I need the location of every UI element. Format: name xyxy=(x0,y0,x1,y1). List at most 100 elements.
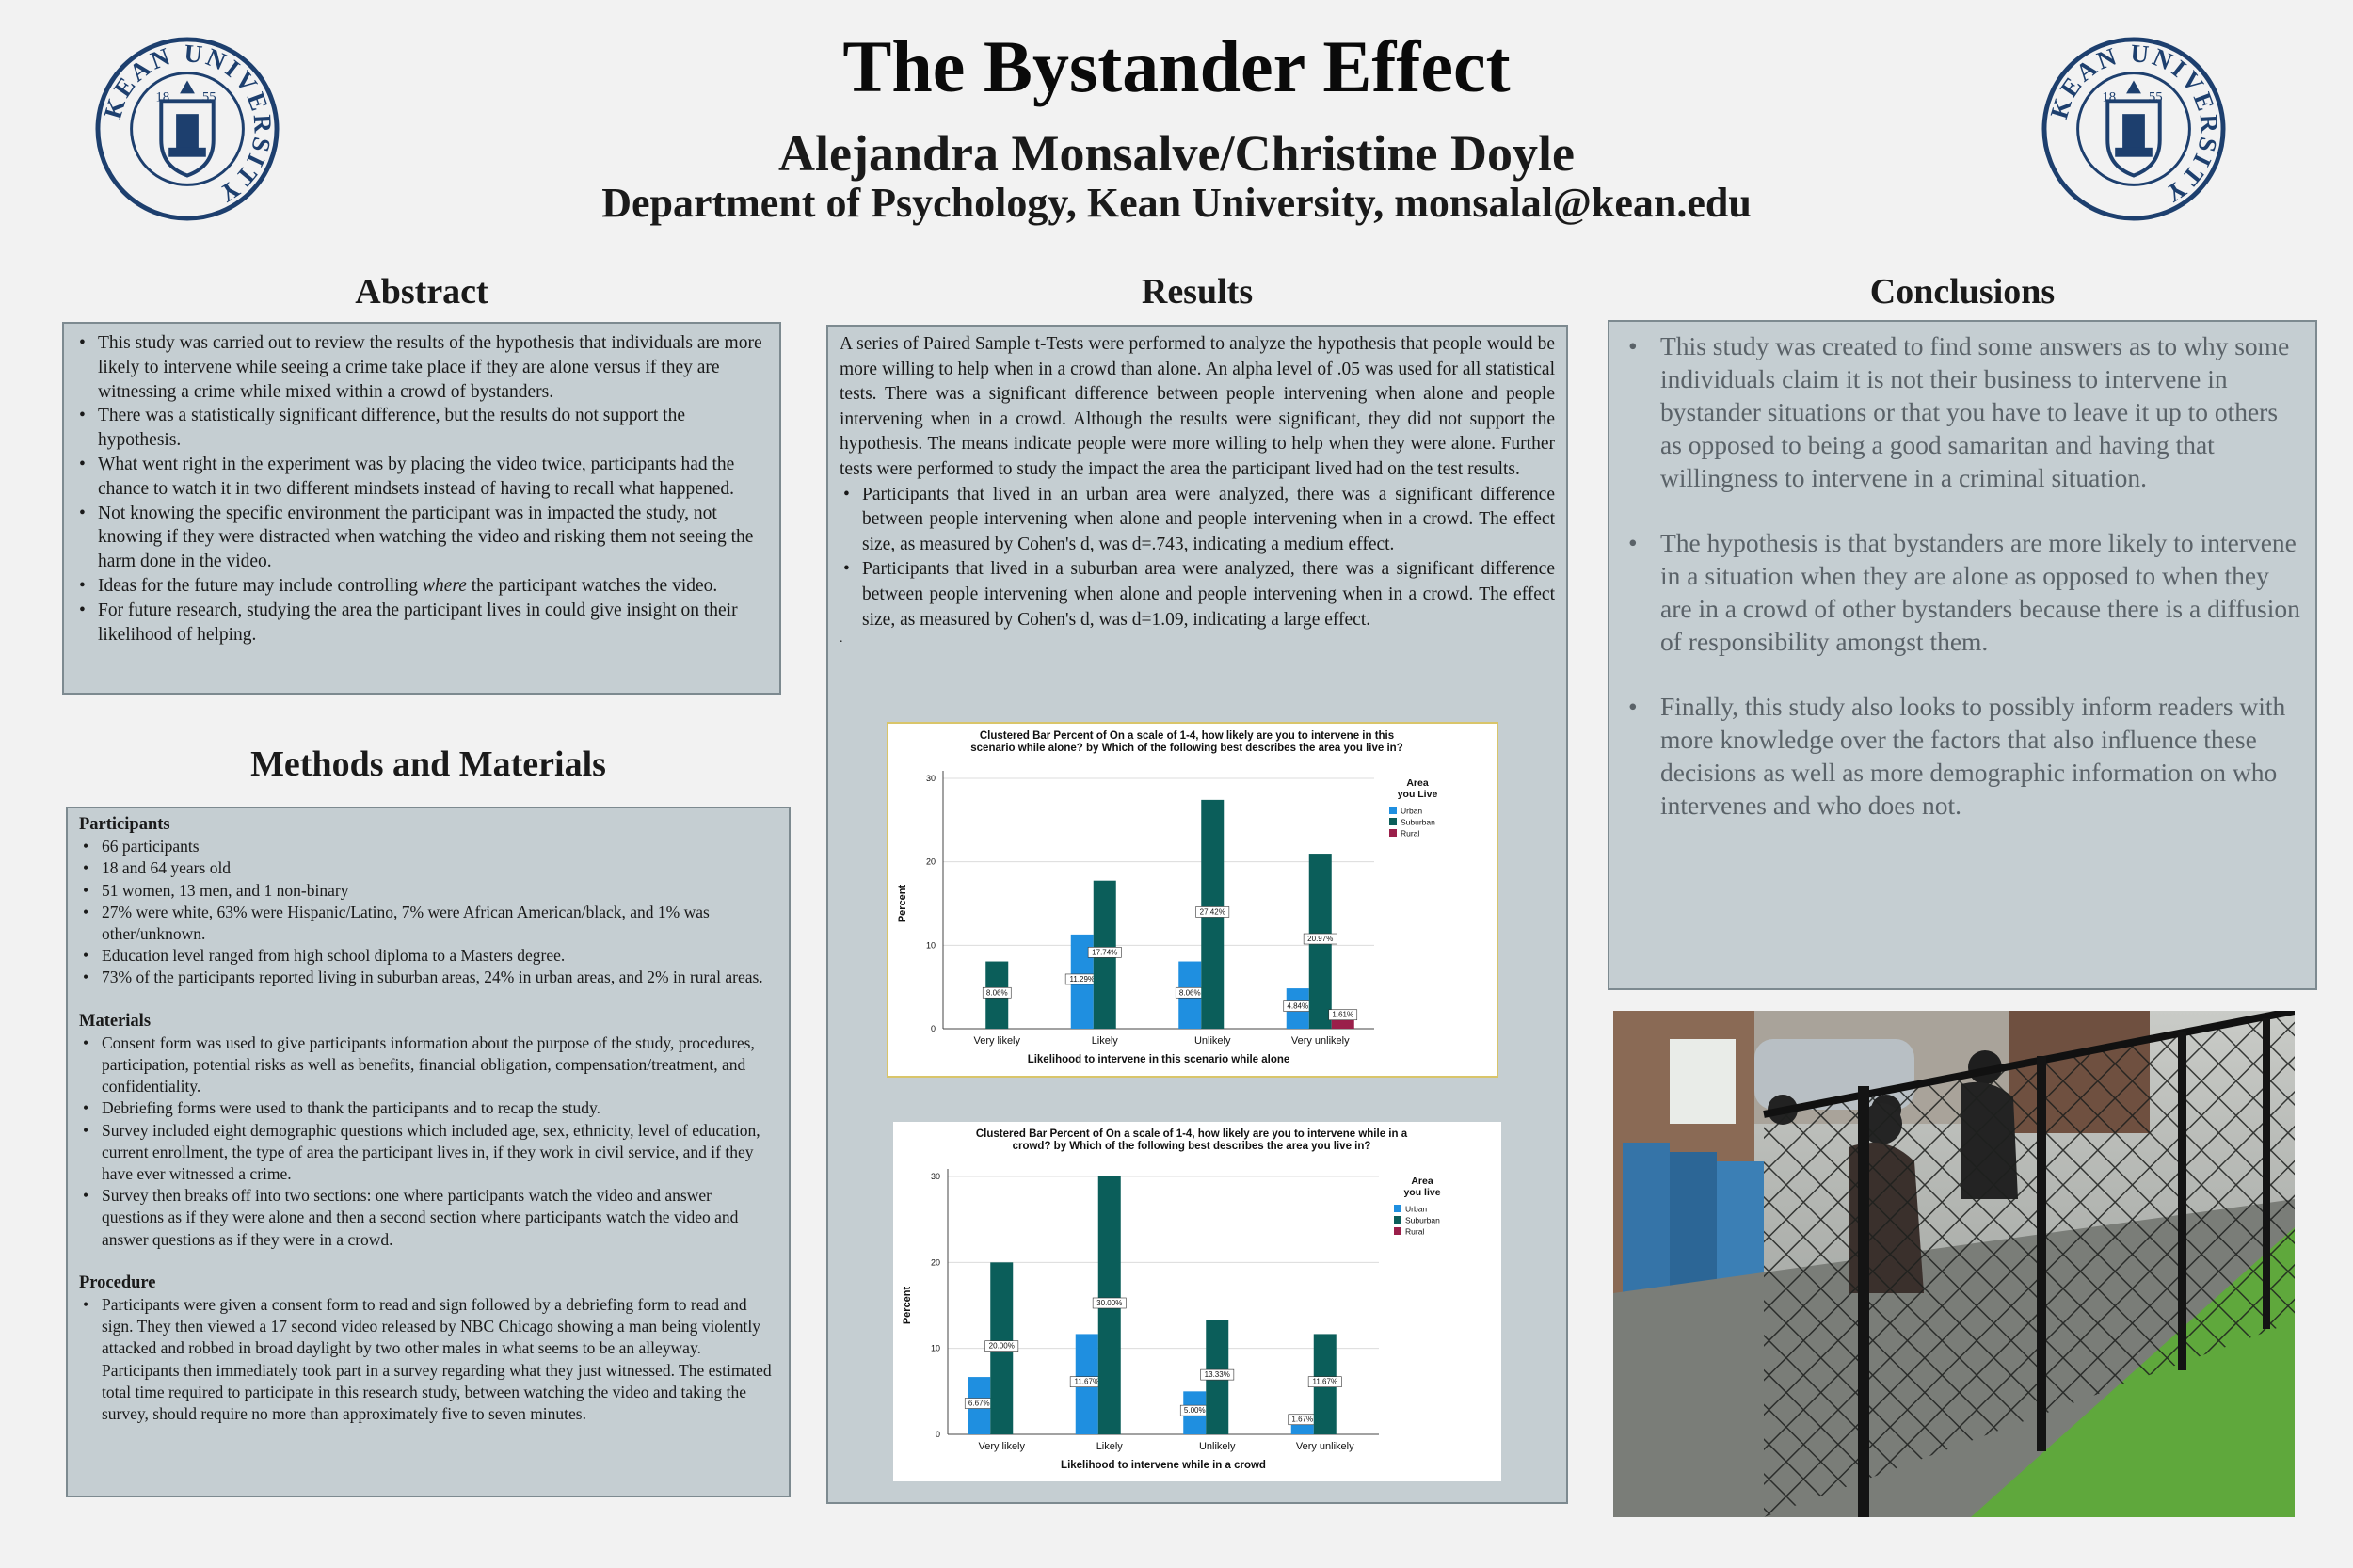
list-item: 18 and 64 years old xyxy=(79,857,777,879)
list-item: Participants that lived in an urban area… xyxy=(840,483,1555,558)
list-item: Education level ranged from high school … xyxy=(79,945,777,967)
list-item: Survey then breaks off into two sections… xyxy=(79,1185,777,1251)
materials-heading: Materials xyxy=(79,1011,152,1031)
list-item: There was a statistically significant di… xyxy=(75,404,766,453)
participants-heading: Participants xyxy=(79,815,170,834)
legend-swatch-urban xyxy=(1394,1205,1401,1212)
kean-seal-icon: KEAN UNIVERSITY 18 55 xyxy=(2041,37,2226,221)
conclusions-panel: This study was created to find some answ… xyxy=(1608,320,2317,990)
data-label: 4.84% xyxy=(1287,1002,1308,1011)
data-label: 27.42% xyxy=(1200,907,1225,916)
x-axis-label: Likelihood to intervene while in a crowd xyxy=(1061,1460,1266,1471)
data-label: 5.00% xyxy=(1184,1406,1206,1415)
data-label-box xyxy=(1307,1376,1342,1388)
data-label: 13.33% xyxy=(1205,1370,1230,1379)
x-tick-label: Likely xyxy=(1092,1035,1119,1047)
x-tick-label: Very unlikely xyxy=(1296,1441,1354,1452)
legend-label-urban: Urban xyxy=(1405,1205,1427,1214)
data-label: 8.06% xyxy=(986,988,1008,997)
legend-swatch-rural xyxy=(1394,1227,1401,1235)
chart-alone: Clustered Bar Percent of On a scale of 1… xyxy=(887,722,1498,1078)
results-list: Participants that lived in an urban area… xyxy=(840,483,1555,633)
legend-swatch-urban xyxy=(1389,807,1397,814)
data-label: 17.74% xyxy=(1092,948,1117,956)
participants-list: 66 participants 18 and 64 years old 51 w… xyxy=(79,836,777,989)
results-intro: A series of Paired Sample t-Tests were p… xyxy=(840,334,1555,479)
methods-heading: Methods and Materials xyxy=(250,744,606,784)
security-camera-still-icon xyxy=(1613,1011,2295,1517)
data-label-box xyxy=(984,1340,1019,1352)
data-label: 20.00% xyxy=(989,1342,1015,1351)
x-tick-label: Unlikely xyxy=(1199,1441,1236,1452)
chart-crowd: Clustered Bar Percent of On a scale of 1… xyxy=(893,1122,1501,1481)
kean-seal-icon: KEAN UNIVERSITY 18 55 xyxy=(95,37,280,221)
list-item: Survey included eight demographic questi… xyxy=(79,1120,777,1186)
data-label-box xyxy=(1200,1368,1235,1381)
procedure-heading: Procedure xyxy=(79,1272,156,1292)
y-axis-label: Percent xyxy=(902,1286,913,1324)
legend-label-suburban: Suburban xyxy=(1405,1216,1440,1225)
y-tick-label: 10 xyxy=(926,940,936,950)
legend-title: Area xyxy=(1406,777,1429,789)
legend-swatch-suburban xyxy=(1389,818,1397,825)
data-label-box xyxy=(1092,1297,1127,1309)
svg-text:55: 55 xyxy=(202,89,216,104)
data-label: 1.67% xyxy=(1291,1416,1313,1424)
video-still-photo xyxy=(1613,1011,2295,1517)
abstract-list: This study was carried out to review the… xyxy=(75,331,766,647)
list-item: What went right in the experiment was by… xyxy=(75,453,766,502)
materials-list: Consent form was used to give participan… xyxy=(79,1032,777,1251)
data-label: 11.29% xyxy=(1069,975,1095,984)
kean-university-logo-left: KEAN UNIVERSITY 18 55 xyxy=(94,36,280,222)
list-item: 66 participants xyxy=(79,836,777,857)
data-label: 11.67% xyxy=(1312,1378,1337,1386)
list-item: This study was carried out to review the… xyxy=(75,331,766,404)
y-tick-label: 20 xyxy=(926,857,936,867)
legend-swatch-suburban xyxy=(1394,1216,1401,1224)
poster-title: The Bystander Effect xyxy=(842,25,1511,107)
svg-text:18: 18 xyxy=(155,89,169,104)
legend-label-suburban: Suburban xyxy=(1401,818,1435,827)
list-item: Consent form was used to give participan… xyxy=(79,1032,777,1098)
chart-title: Clustered Bar Percent of On a scale of 1… xyxy=(980,730,1394,742)
conclusions-heading: Conclusions xyxy=(1869,272,2056,312)
data-label: 8.06% xyxy=(1179,988,1201,997)
legend-label-rural: Rural xyxy=(1405,1227,1424,1237)
legend-title: you live xyxy=(1403,1187,1440,1198)
y-tick-label: 0 xyxy=(931,1024,936,1033)
svg-text:55: 55 xyxy=(2149,89,2163,104)
list-item: 73% of the participants reported living … xyxy=(79,967,777,988)
y-tick-label: 30 xyxy=(926,774,936,783)
data-label: 30.00% xyxy=(1096,1299,1122,1307)
y-tick-label: 20 xyxy=(931,1257,940,1267)
data-label-box xyxy=(1195,906,1230,918)
stray-mark: . xyxy=(840,632,843,647)
data-label: 6.67% xyxy=(968,1400,990,1408)
poster-affiliation: Department of Psychology, Kean Universit… xyxy=(601,180,1752,226)
conclusions-list: This study was created to find some answ… xyxy=(1621,329,2302,822)
data-label-box xyxy=(982,986,1012,999)
procedure-list: Participants were given a consent form t… xyxy=(79,1294,777,1425)
data-label: 1.61% xyxy=(1332,1011,1353,1019)
data-label-box xyxy=(1087,947,1122,958)
x-tick-label: Very likely xyxy=(973,1035,1020,1047)
x-tick-label: Unlikely xyxy=(1194,1035,1231,1047)
x-axis-label: Likelihood to intervene in this scenario… xyxy=(1028,1054,1290,1065)
list-item: Finally, this study also looks to possib… xyxy=(1621,690,2302,822)
data-label: 11.67% xyxy=(1074,1378,1099,1386)
legend-swatch-rural xyxy=(1389,829,1397,837)
data-label-box xyxy=(1303,933,1337,945)
list-item: Participants that lived in a suburban ar… xyxy=(840,557,1555,632)
list-item: Debriefing forms were used to thank the … xyxy=(79,1097,777,1119)
legend-label-rural: Rural xyxy=(1401,829,1419,839)
future-item-after: the participant watches the video. xyxy=(466,575,718,596)
chart-crowd-svg: Clustered Bar Percent of On a scale of 1… xyxy=(902,1128,1441,1471)
abstract-heading: Abstract xyxy=(355,272,488,312)
abstract-panel: This study was carried out to review the… xyxy=(62,322,781,695)
list-item: Participants were given a consent form t… xyxy=(79,1294,777,1425)
x-tick-label: Very unlikely xyxy=(1291,1035,1350,1047)
data-label: 20.97% xyxy=(1307,935,1333,943)
chart-title: Clustered Bar Percent of On a scale of 1… xyxy=(976,1128,1408,1140)
y-axis-label: Percent xyxy=(897,884,908,922)
future-item-emphasis: where xyxy=(422,575,467,596)
